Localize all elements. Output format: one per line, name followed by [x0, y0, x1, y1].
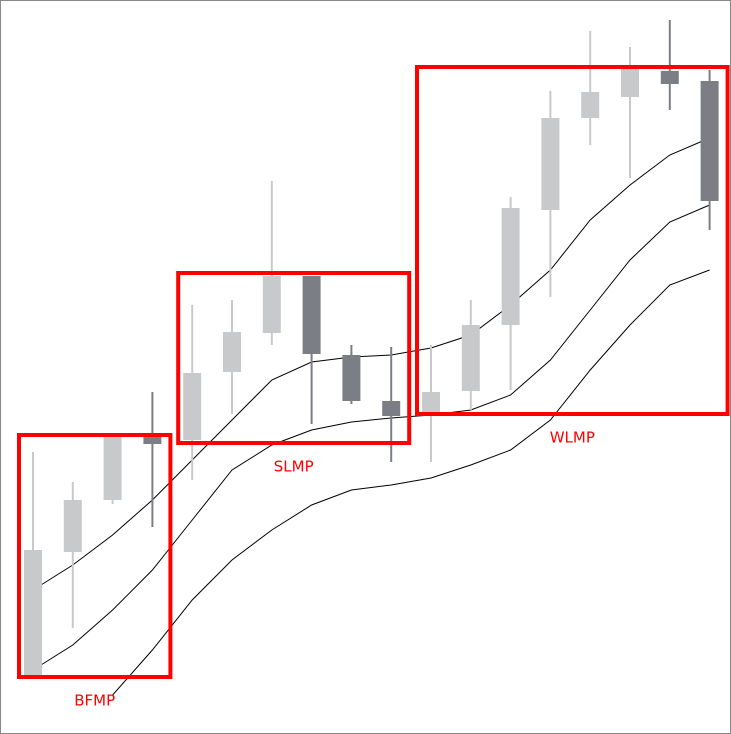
average-line	[112, 269, 710, 696]
candle-body	[223, 332, 241, 372]
candle-body	[63, 500, 82, 552]
annotation-label: WLMP	[550, 429, 595, 447]
candle-body	[541, 118, 560, 210]
candle-body	[660, 71, 679, 84]
candle-body	[501, 208, 520, 325]
average-line	[32, 204, 710, 671]
annotation-label: SLMP	[274, 458, 314, 476]
candle-body	[461, 325, 480, 391]
candle-body	[621, 68, 639, 97]
candle-body	[700, 81, 719, 201]
candle-body	[382, 401, 401, 416]
annotation-box	[17, 433, 173, 679]
candle-body	[422, 392, 440, 412]
annotation-label: BFMP	[74, 692, 115, 710]
average-line	[32, 137, 710, 591]
candle-body	[103, 435, 122, 500]
candle-body	[24, 550, 42, 675]
candle-body	[581, 92, 600, 118]
candle-body	[342, 355, 361, 401]
candle-body	[183, 373, 202, 440]
candle-body	[143, 437, 162, 444]
annotation-box	[415, 65, 730, 416]
candle-body	[262, 276, 281, 333]
annotation-box	[176, 271, 412, 445]
candle-body	[302, 276, 321, 354]
